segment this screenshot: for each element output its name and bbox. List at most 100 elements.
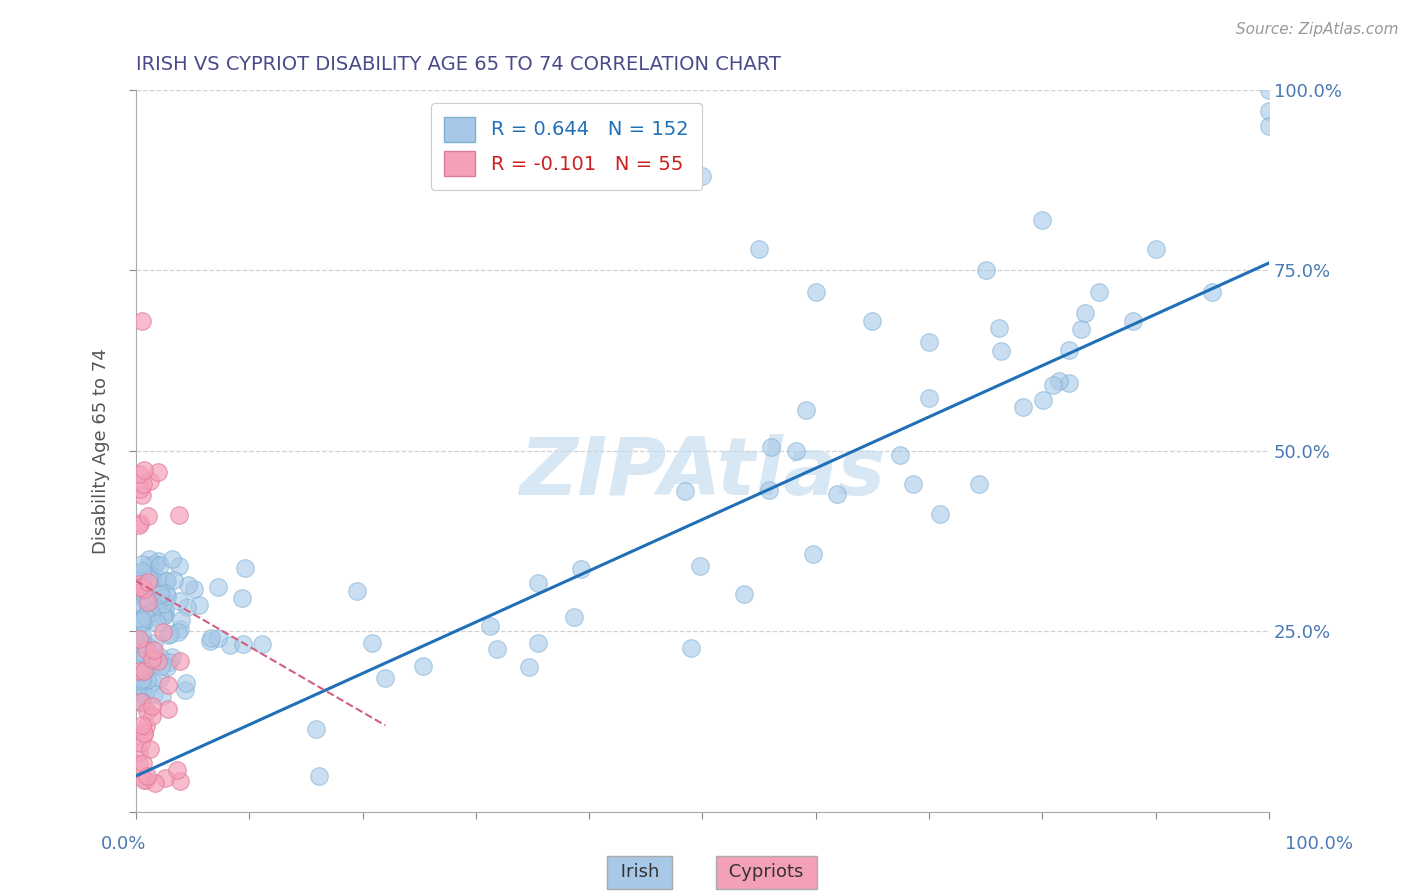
Point xyxy=(169,773,191,788)
Point xyxy=(134,726,156,740)
Point xyxy=(141,709,163,723)
Point xyxy=(131,666,153,681)
Point xyxy=(153,603,176,617)
Point xyxy=(131,581,153,595)
Point xyxy=(412,659,434,673)
Point xyxy=(562,610,585,624)
Point xyxy=(176,578,198,592)
Point xyxy=(131,718,153,732)
Point xyxy=(131,615,153,629)
Point xyxy=(135,772,157,787)
Point xyxy=(167,593,190,607)
Point xyxy=(167,508,190,522)
Point xyxy=(748,242,770,256)
Point xyxy=(153,771,176,785)
Point xyxy=(131,598,153,612)
Point xyxy=(131,566,153,580)
Point xyxy=(138,552,160,566)
Point xyxy=(134,772,156,787)
Point xyxy=(519,660,541,674)
Point xyxy=(1122,314,1144,328)
Point xyxy=(131,681,153,695)
Point xyxy=(131,662,153,676)
Point xyxy=(1057,376,1080,390)
Point xyxy=(128,467,150,482)
Point xyxy=(148,595,170,609)
Point xyxy=(138,573,160,587)
Point xyxy=(308,769,330,783)
Point xyxy=(918,335,941,350)
Point xyxy=(131,636,153,650)
Point xyxy=(169,622,191,636)
Point xyxy=(1042,377,1064,392)
Point xyxy=(131,574,153,588)
Point xyxy=(149,591,172,606)
Point xyxy=(1047,374,1070,388)
Point xyxy=(131,613,153,627)
Point xyxy=(673,483,696,498)
Point xyxy=(134,648,156,662)
Point xyxy=(374,671,396,685)
Point xyxy=(152,607,174,621)
Point xyxy=(170,613,193,627)
Point xyxy=(149,649,172,664)
Point xyxy=(131,314,153,328)
Point xyxy=(131,735,153,749)
Point xyxy=(128,632,150,647)
Point xyxy=(132,477,155,491)
Point xyxy=(135,595,157,609)
Point xyxy=(129,516,152,530)
Point xyxy=(142,636,165,650)
Text: 100.0%: 100.0% xyxy=(1285,835,1353,853)
Point xyxy=(129,695,152,709)
Point xyxy=(1258,82,1281,96)
Point xyxy=(131,576,153,591)
Point xyxy=(1088,285,1111,299)
Point xyxy=(131,632,153,647)
Point xyxy=(141,651,163,665)
Point xyxy=(157,655,180,669)
Point xyxy=(825,487,848,501)
Point xyxy=(141,609,163,624)
Point xyxy=(134,727,156,741)
Point xyxy=(149,671,172,685)
Point xyxy=(132,756,155,770)
Point xyxy=(1031,212,1053,227)
Point xyxy=(167,559,190,574)
Point xyxy=(141,698,163,713)
Point xyxy=(131,609,153,624)
Point xyxy=(139,474,162,488)
Point xyxy=(794,403,817,417)
Point xyxy=(128,580,150,594)
Point xyxy=(160,649,183,664)
Point xyxy=(134,615,156,630)
Point xyxy=(131,558,153,572)
Text: Cypriots: Cypriots xyxy=(723,863,810,881)
Point xyxy=(200,632,222,646)
Point xyxy=(207,580,229,594)
Text: Irish: Irish xyxy=(614,863,665,881)
Point xyxy=(131,627,153,641)
Point xyxy=(233,561,256,575)
Point xyxy=(173,683,195,698)
Text: Source: ZipAtlas.com: Source: ZipAtlas.com xyxy=(1236,22,1399,37)
Point xyxy=(207,631,229,645)
Point xyxy=(569,562,592,576)
Point xyxy=(174,676,197,690)
Point xyxy=(150,690,173,704)
Point xyxy=(759,440,782,454)
Point xyxy=(136,769,159,783)
Point xyxy=(155,607,177,622)
Point xyxy=(146,616,169,631)
Point xyxy=(804,285,827,299)
Point xyxy=(131,641,153,656)
Point xyxy=(974,263,997,277)
Point xyxy=(135,591,157,605)
Point xyxy=(138,566,160,581)
Point xyxy=(131,565,153,579)
Text: IRISH VS CYPRIOT DISABILITY AGE 65 TO 74 CORRELATION CHART: IRISH VS CYPRIOT DISABILITY AGE 65 TO 74… xyxy=(136,55,780,74)
Point xyxy=(478,619,501,633)
Point xyxy=(131,637,153,651)
Point xyxy=(128,517,150,532)
Point xyxy=(156,574,179,588)
